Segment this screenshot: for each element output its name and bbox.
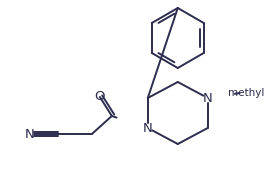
Text: O: O: [94, 90, 105, 102]
Text: methyl: methyl: [228, 88, 265, 98]
Text: N: N: [25, 127, 35, 140]
Text: N: N: [143, 122, 153, 134]
Text: N: N: [203, 92, 212, 105]
